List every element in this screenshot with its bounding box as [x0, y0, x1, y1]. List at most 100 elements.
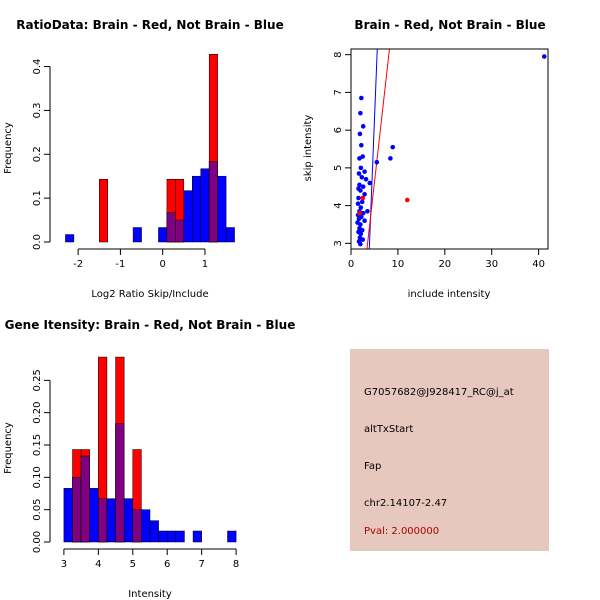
intensity-scatter-y-tick-label: 3 [333, 240, 344, 246]
gene-intensity-histogram-y-tick-label: 0.10 [32, 466, 43, 488]
gene-intensity-histogram-bar-not-brain [63, 488, 73, 543]
scatter-point-brain [360, 195, 366, 201]
info-panel: G7057682@J928417_RC@j_at altTxStart Fap … [350, 349, 549, 551]
gene-intensity-histogram-bar-overlap [80, 455, 90, 543]
gene-intensity-histogram-y-tick-label: 0.20 [32, 402, 43, 424]
genomic-location: chr2.14107-2.47 [364, 498, 448, 509]
intensity-scatter-y-tick-label: 6 [333, 127, 344, 133]
scatter-point-brain [357, 210, 362, 216]
scatter-point-not-brain [362, 169, 367, 174]
p-value: Pval: 2.000000 [364, 526, 440, 537]
ratio-histogram-y-tick-label: 0.1 [32, 190, 43, 206]
gene-intensity-histogram-bar-overlap [72, 477, 82, 543]
gene-intensity-histogram-bar-not-brain [166, 530, 177, 543]
scatter-point-not-brain [359, 95, 364, 101]
probe-id: G7057682@J928417_RC@j_at [364, 387, 514, 398]
scatter-point-not-brain [358, 188, 363, 193]
intensity-scatter-ylabel: skip intensity [303, 115, 314, 182]
gene-intensity-histogram-xlabel: Intensity [128, 589, 172, 600]
scatter-point-not-brain [359, 142, 364, 148]
intensity-scatter-x-tick-label: 20 [438, 259, 451, 270]
gene-intensity-histogram-x-tick-label: 7 [198, 559, 204, 570]
scatter-point-not-brain [359, 227, 365, 233]
intensity-scatter-xlabel: include intensity [408, 289, 491, 300]
gene-intensity-histogram-bar-not-brain [89, 488, 99, 543]
scatter-point-not-brain [357, 131, 363, 137]
ratio-histogram-bar-not-brain [132, 227, 142, 243]
gene-intensity-histogram-x-tick-label: 5 [130, 559, 136, 570]
gene-intensity-histogram-y-tick-label: 0.05 [32, 499, 43, 521]
scatter-point-not-brain [365, 208, 370, 214]
scatter-point-not-brain [357, 156, 362, 161]
ratio-histogram-bar-not-brain [158, 227, 168, 243]
event-type: altTxStart [364, 424, 414, 435]
intensity-scatter-y-tick-label: 8 [333, 51, 344, 57]
gene-intensity-histogram-bar-not-brain [149, 520, 159, 543]
gene-intensity-histogram-x-tick-label: 4 [95, 559, 101, 570]
gene-name: Fap [364, 461, 382, 472]
scatter-point-not-brain [367, 180, 373, 186]
gene-intensity-histogram-bar-not-brain [227, 530, 237, 543]
scatter-point-not-brain [362, 191, 367, 197]
intensity-scatter-x-tick-label: 30 [485, 259, 498, 270]
scatter-point-not-brain [356, 171, 362, 176]
scatter-point-not-brain [356, 195, 361, 201]
intensity-scatter-y-tick-label: 5 [333, 165, 344, 171]
scatter-point-not-brain [358, 231, 364, 237]
scatter-point-not-brain [358, 205, 364, 210]
gene-intensity-histogram-bar-not-brain [192, 530, 202, 543]
gene-intensity-histogram-bar-overlap [132, 509, 142, 543]
scatter-point-not-brain [360, 237, 366, 242]
gene-intensity-histogram-x-tick-label: 6 [164, 559, 170, 570]
intensity-scatter-x-tick-label: 10 [392, 259, 405, 270]
gene-intensity-histogram-title: Gene Itensity: Brain - Red, Not Brain - … [5, 318, 296, 332]
ratio-histogram-bar-overlap [208, 161, 218, 243]
intensity-scatter: Brain - Red, Not Brain - Blue include in… [303, 18, 549, 300]
ratio-histogram-bar-overlap [166, 212, 176, 243]
scatter-point-not-brain [356, 216, 362, 222]
intensity-scatter-y-tick-label: 4 [333, 202, 344, 208]
scatter-point-not-brain [388, 156, 393, 161]
intensity-scatter-title: Brain - Red, Not Brain - Blue [354, 18, 545, 32]
ratio-histogram-y-tick-label: 0.4 [32, 59, 43, 75]
ratio-histogram-bar-not-brain [217, 175, 227, 243]
scatter-point-not-brain [355, 201, 361, 207]
scatter-point-not-brain [359, 199, 365, 205]
ratio-histogram-x-tick-label: -2 [73, 259, 83, 270]
scatter-point-not-brain [358, 222, 363, 227]
gene-intensity-histogram-y-tick-label: 0.15 [32, 434, 43, 456]
scatter-point-not-brain [363, 176, 369, 182]
scatter-point-not-brain [358, 241, 363, 247]
scatter-point-brain [404, 197, 410, 203]
ratio-histogram-bar-not-brain [200, 168, 210, 243]
gene-intensity-histogram-x-tick-label: 8 [233, 559, 239, 570]
ratio-histogram-x-tick-label: -1 [115, 259, 125, 270]
gene-intensity-histogram-bar-not-brain [123, 498, 134, 543]
scatter-point-not-brain [358, 165, 364, 171]
ratio-histogram-y-tick-label: 0.0 [32, 234, 43, 250]
ratio-histogram-bar-overlap [175, 219, 185, 243]
intensity-scatter-x-tick-label: 40 [532, 259, 545, 270]
scatter-point-not-brain [360, 124, 366, 129]
ratio-histogram-title: RatioData: Brain - Red, Not Brain - Blue [16, 18, 283, 32]
gene-intensity-histogram-x-tick-label: 3 [61, 559, 67, 570]
ratio-histogram-ylabel: Frequency [3, 122, 14, 174]
scatter-point-not-brain [359, 175, 365, 180]
ratio-histogram-bar-brain [99, 179, 108, 243]
ratio-histogram-bar-not-brain [192, 175, 201, 243]
gene-intensity-histogram: Gene Itensity: Brain - Red, Not Brain - … [3, 318, 295, 600]
ratio-histogram-y-tick-label: 0.3 [32, 102, 43, 118]
gene-intensity-histogram-bar-not-brain [175, 530, 185, 543]
gene-intensity-histogram-bar-not-brain [141, 509, 151, 543]
scatter-point-not-brain [357, 182, 362, 188]
scatter-point-not-brain [360, 210, 366, 216]
gene-intensity-histogram-bar-not-brain [106, 498, 116, 543]
scatter-point-not-brain [541, 54, 547, 59]
ratio-histogram-xlabel: Log2 Ratio Skip/Include [91, 289, 208, 300]
gene-intensity-histogram-bar-not-brain [158, 530, 168, 543]
ratio-histogram-y-tick-label: 0.2 [32, 146, 43, 162]
gene-intensity-histogram-bar-overlap [115, 423, 125, 543]
ratio-histogram: RatioData: Brain - Red, Not Brain - Blue… [3, 18, 284, 300]
